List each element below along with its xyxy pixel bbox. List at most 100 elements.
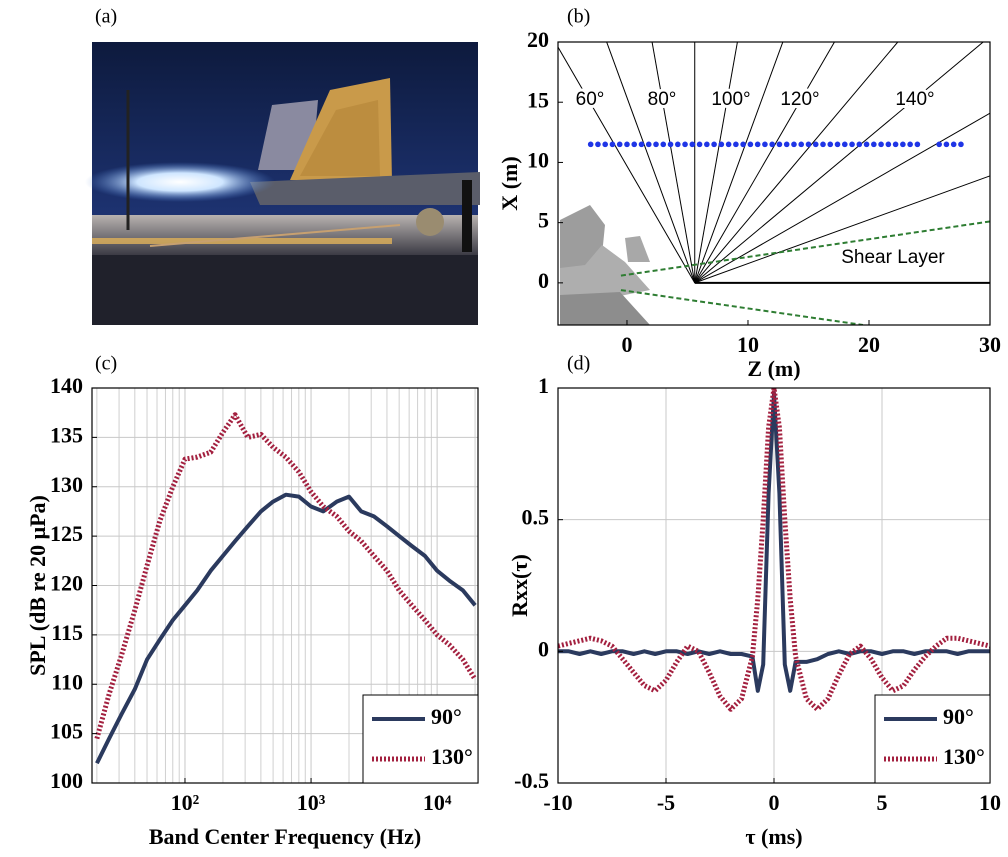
x-axis-label: Z (m)	[747, 356, 800, 381]
ray-label: 140°	[895, 89, 934, 110]
ray-label: 100°	[711, 89, 750, 110]
legend-label: 130°	[943, 744, 985, 769]
microphone	[638, 141, 645, 148]
aircraft-silhouette	[560, 205, 650, 325]
y-tick-label: 0	[538, 636, 549, 661]
microphone	[747, 141, 754, 148]
ray	[694, 42, 738, 283]
microphone	[863, 141, 870, 148]
microphone	[725, 141, 732, 148]
microphone	[827, 141, 834, 148]
microphone	[682, 141, 688, 148]
ray-label: 80°	[648, 89, 677, 110]
microphone	[856, 141, 863, 148]
series-line	[558, 388, 990, 712]
x-tick-label: 20	[858, 332, 880, 357]
x-axis-label: Band Center Frequency (Hz)	[149, 824, 421, 849]
ray	[606, 42, 696, 284]
x-tick-label: 10²	[171, 790, 200, 815]
microphone	[841, 141, 848, 148]
y-tick-label: 110	[51, 669, 83, 694]
microphone	[849, 141, 855, 148]
y-tick-label: 100	[50, 768, 83, 793]
y-axis-label: X (m)	[497, 156, 522, 210]
microphone	[805, 141, 812, 148]
microphone	[660, 141, 667, 148]
ray-label: 120°	[780, 89, 819, 110]
x-tick-label: 10³	[297, 790, 326, 815]
x-tick-label: 30	[979, 332, 1001, 357]
axes-frame	[91, 387, 479, 784]
microphone	[900, 141, 906, 148]
ray	[694, 175, 990, 284]
microphone	[950, 141, 957, 148]
microphone	[733, 141, 739, 148]
y-tick-label: 135	[50, 422, 83, 447]
y-tick-label: 125	[50, 521, 83, 546]
microphone	[602, 141, 608, 148]
microphone	[878, 141, 884, 148]
microphone	[704, 141, 710, 148]
microphone	[595, 141, 601, 148]
panel-label: (c)	[95, 353, 117, 375]
ray	[694, 42, 899, 284]
y-tick-label: 20	[527, 27, 549, 52]
microphone	[711, 141, 717, 148]
microphone	[958, 141, 964, 148]
microphone	[791, 141, 797, 148]
microphone	[718, 141, 725, 148]
microphone	[769, 141, 775, 148]
ray	[558, 46, 696, 284]
legend-box	[362, 694, 479, 784]
microphone	[798, 141, 805, 148]
y-axis-label: SPL (dB re 20 μPa)	[25, 495, 50, 676]
y-tick-label: 115	[51, 620, 83, 645]
ray	[694, 42, 984, 284]
microphone	[834, 141, 841, 148]
microphone	[943, 141, 950, 148]
microphone	[624, 141, 630, 148]
x-axis-label: τ (ms)	[745, 824, 802, 849]
photo	[85, 42, 480, 325]
shear-layer-line	[620, 289, 864, 325]
axes-frame	[557, 41, 991, 326]
microphone	[812, 141, 819, 148]
microphone	[936, 141, 942, 148]
microphone	[653, 141, 659, 148]
microphone	[776, 141, 783, 148]
microphone	[783, 141, 790, 148]
y-tick-label: 130	[50, 472, 83, 497]
y-tick-label: 0	[538, 268, 549, 293]
axes-frame	[557, 387, 991, 784]
microphone	[762, 141, 768, 148]
y-axis-label: Rxx(τ)	[507, 554, 532, 617]
series-line	[95, 492, 477, 765]
y-tick-label: 5	[538, 208, 549, 233]
y-tick-label: 140	[50, 373, 83, 398]
microphone	[631, 141, 638, 148]
ray	[694, 42, 784, 284]
panel-label: (b)	[567, 6, 590, 28]
x-tick-label: 5	[877, 790, 888, 815]
microphone	[674, 141, 681, 148]
x-tick-label: 10⁴	[423, 790, 452, 815]
legend-box	[874, 694, 991, 784]
microphone	[667, 141, 674, 148]
microphone	[609, 141, 616, 148]
microphone	[907, 141, 913, 148]
microphone	[587, 141, 594, 148]
x-tick-label: -10	[543, 790, 572, 815]
x-tick-label: 10	[737, 332, 759, 357]
microphone	[885, 141, 892, 148]
microphone	[696, 141, 703, 148]
microphone	[914, 141, 921, 148]
y-tick-label: -0.5	[514, 768, 549, 793]
ray-label: 60°	[576, 89, 605, 110]
microphone	[616, 141, 623, 148]
microphone	[645, 141, 652, 148]
x-tick-label: 0	[621, 332, 632, 357]
y-tick-label: 10	[527, 147, 549, 172]
x-tick-label: 0	[769, 790, 780, 815]
legend-label: 90°	[431, 704, 462, 729]
panel-label: (d)	[567, 353, 590, 375]
